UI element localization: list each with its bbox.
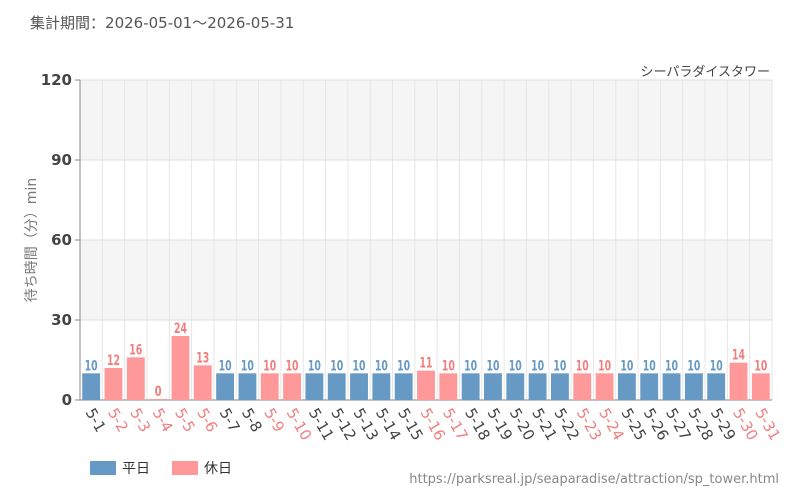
- bar-value-label: 10: [509, 358, 522, 374]
- period-label: 集計期間: [30, 14, 91, 32]
- plot-band: [80, 240, 772, 320]
- period-text: 集計期間：2026-05-01〜2026-05-31: [30, 12, 294, 33]
- legend-item-holiday[interactable]: 休日: [172, 458, 232, 478]
- bar-value-label: 10: [442, 358, 455, 374]
- bar-value-label: 14: [732, 348, 745, 364]
- bar: [729, 362, 748, 400]
- x-tick-label: 5-4: [149, 405, 177, 435]
- legend: 平日 休日: [90, 458, 254, 478]
- bar: [484, 373, 502, 400]
- y-axis-label: 待ち時間（分）min: [24, 177, 40, 303]
- x-tick-label: 5-6: [193, 405, 221, 435]
- bar-value-label: 10: [375, 358, 388, 374]
- bar: [417, 370, 435, 400]
- legend-label-weekday: 平日: [122, 461, 150, 477]
- x-tick-label: 5-1: [82, 405, 110, 435]
- bar-value-label: 10: [531, 358, 544, 374]
- bar-value-label: 10: [620, 358, 633, 374]
- bar: [617, 373, 636, 400]
- bar: [662, 373, 681, 400]
- bar: [305, 373, 324, 400]
- bar-value-label: 10: [85, 358, 98, 374]
- bar: [82, 373, 101, 400]
- bar: [171, 336, 190, 400]
- bar: [551, 373, 569, 400]
- bar: [461, 373, 480, 400]
- y-tick-label: 30: [51, 311, 72, 329]
- y-tick-label: 120: [41, 71, 72, 89]
- bar-value-label: 10: [241, 358, 254, 374]
- bar: [751, 373, 770, 400]
- legend-item-weekday[interactable]: 平日: [90, 458, 150, 478]
- bar-value-label: 24: [174, 321, 187, 337]
- legend-swatch-holiday: [172, 461, 198, 475]
- bar-value-label: 10: [687, 358, 700, 374]
- period-separator: ：: [90, 14, 106, 32]
- bar: [528, 373, 547, 400]
- bar: [327, 373, 346, 400]
- bar-value-label: 16: [129, 342, 142, 358]
- x-tick-label: 5-8: [238, 405, 266, 435]
- bar-value-label: 10: [219, 358, 232, 374]
- bar-value-label: 10: [308, 358, 321, 374]
- bar: [193, 365, 212, 400]
- bar-value-label: 10: [263, 358, 276, 374]
- bar: [350, 373, 368, 400]
- bar: [573, 373, 592, 400]
- bar-value-label: 10: [464, 358, 477, 374]
- source-url[interactable]: https://parksreal.jp/seaparadise/attract…: [409, 472, 779, 487]
- chart-title: シーパラダイスタワー: [640, 65, 770, 80]
- bar: [283, 373, 301, 400]
- legend-swatch-weekday: [90, 461, 116, 475]
- bar: [506, 373, 525, 400]
- legend-label-holiday: 休日: [204, 461, 232, 477]
- bar-value-label: 10: [486, 358, 499, 374]
- bar: [595, 373, 614, 400]
- bar: [149, 399, 168, 400]
- bar-value-label: 12: [107, 353, 120, 369]
- bar-value-label: 10: [397, 358, 410, 374]
- bar-value-label: 10: [665, 358, 678, 374]
- bar: [260, 373, 279, 400]
- bar: [216, 373, 235, 400]
- bar-value-label: 10: [643, 358, 656, 374]
- y-tick-label: 90: [51, 151, 72, 169]
- x-tick-label: 5-2: [104, 405, 132, 435]
- x-tick-label: 5-7: [216, 405, 244, 435]
- y-tick-label: 60: [51, 231, 72, 249]
- bar: [684, 373, 703, 400]
- bar-value-label: 10: [598, 358, 611, 374]
- bar: [640, 373, 659, 400]
- period-range: 2026-05-01〜2026-05-31: [105, 14, 295, 32]
- bar-value-label: 10: [754, 358, 767, 374]
- x-tick-label: 5-5: [171, 405, 199, 435]
- x-tick-label: 5-9: [260, 405, 288, 435]
- y-tick-label: 0: [62, 391, 72, 409]
- plot-band: [80, 160, 772, 240]
- bar-value-label: 10: [553, 358, 566, 374]
- x-tick-label: 5-3: [126, 405, 154, 435]
- plot-band: [80, 80, 772, 160]
- bar-value-label: 10: [286, 358, 299, 374]
- bar-value-label: 10: [710, 358, 723, 374]
- bar: [707, 373, 726, 400]
- bar: [394, 373, 413, 400]
- bar: [439, 373, 458, 400]
- bar-value-label: 0: [155, 384, 162, 400]
- bar-value-label: 10: [576, 358, 589, 374]
- bar: [104, 368, 123, 400]
- bar-value-label: 11: [420, 356, 433, 372]
- bar-value-label: 10: [330, 358, 343, 374]
- bar: [126, 357, 145, 400]
- bar: [238, 373, 257, 400]
- bar-value-label: 10: [353, 358, 366, 374]
- bar: [372, 373, 391, 400]
- bar-value-label: 13: [196, 350, 209, 366]
